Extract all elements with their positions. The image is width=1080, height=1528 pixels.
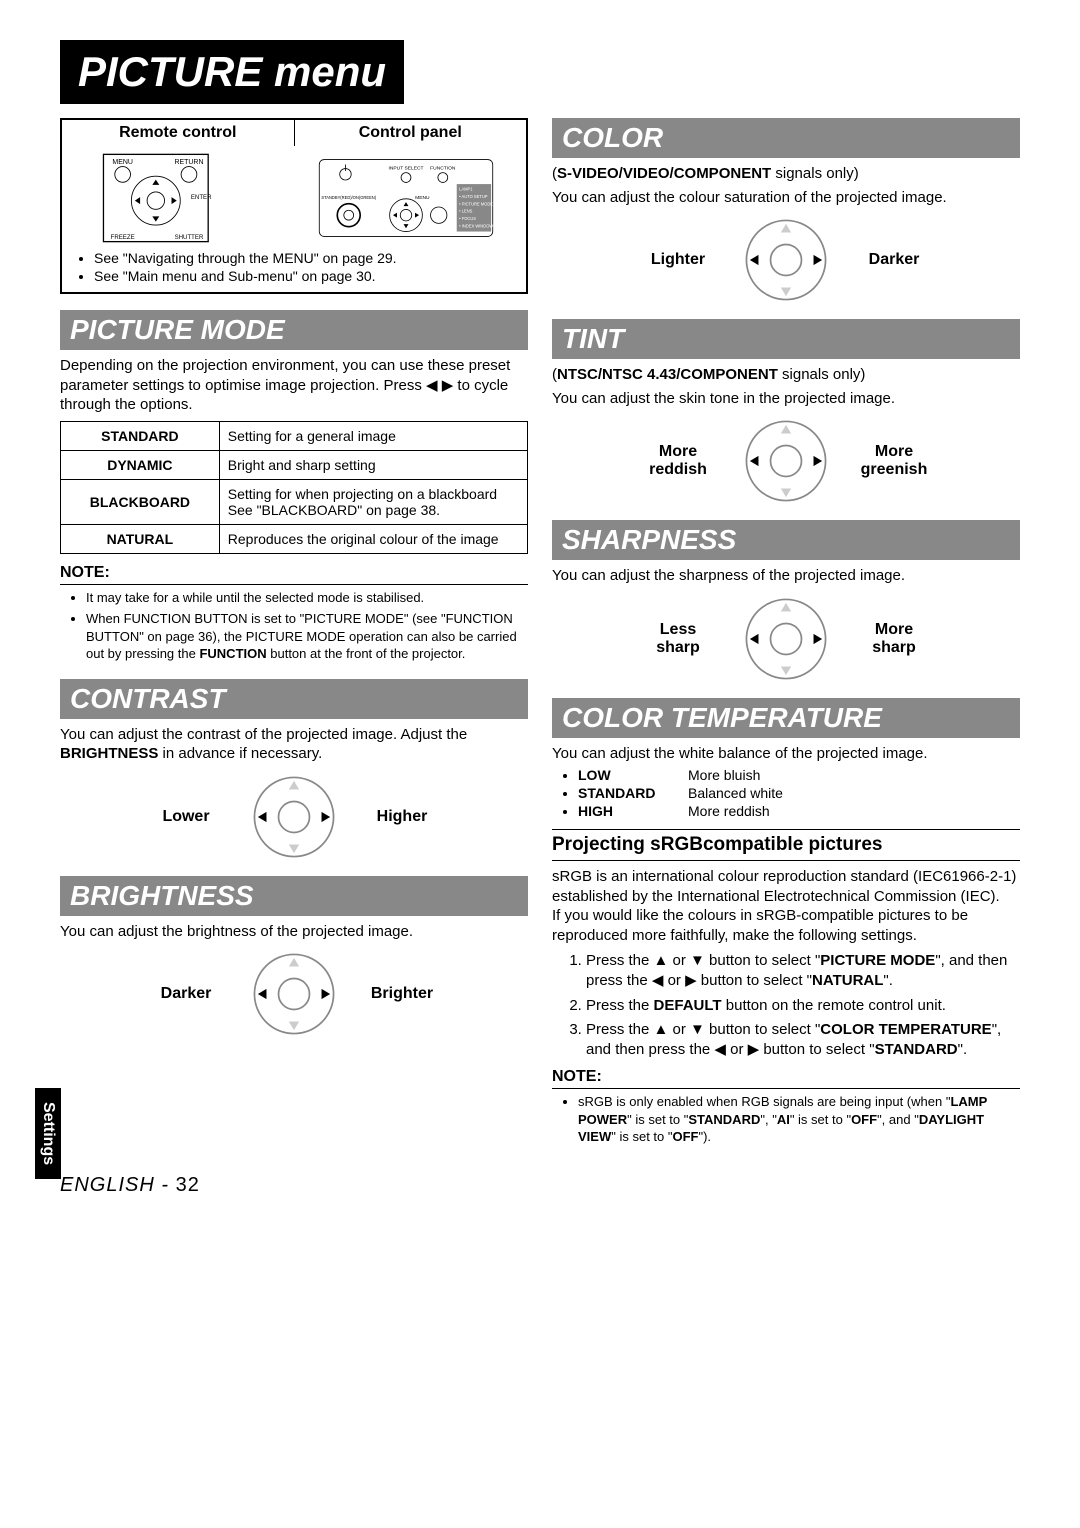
control-box: Remote control Control panel MENU RETURN… [60,118,528,294]
svg-text:• LENS: • LENS [459,209,472,214]
note-heading: NOTE: [552,1068,1020,1089]
control-panel-diagram: INPUT SELECT FUNCTION STANDBY(RED)/ON(GR… [294,150,518,246]
svg-text:STANDBY(RED)/ON(GREEN): STANDBY(RED)/ON(GREEN) [321,195,376,200]
contrast-right-label: Higher [347,808,457,826]
svg-text:MENU: MENU [415,195,430,201]
contrast-left-label: Lower [131,808,241,826]
srgb-heading: Projecting sRGBcompatible pictures [552,829,1020,861]
mode-key: NATURAL [61,524,220,553]
svg-text:MENU: MENU [112,159,133,166]
color-intro: You can adjust the colour saturation of … [552,188,1020,208]
footer-page: 32 [176,1174,200,1196]
step-item: Press the ▲ or ▼ button to select "PICTU… [586,951,1020,992]
mode-val: Setting for a general image [219,421,527,450]
mode-val: Setting for when projecting on a blackbo… [219,479,527,524]
section-color-temp: COLOR TEMPERATURE [552,698,1020,738]
svg-text:FREEZE: FREEZE [111,234,135,241]
svg-text:INPUT SELECT: INPUT SELECT [389,165,424,171]
footer-lang: ENGLISH [60,1174,155,1196]
dpad-icon [251,951,337,1037]
contrast-intro: You can adjust the contrast of the proje… [60,725,528,764]
tint-sig: (NTSC/NTSC 4.43/COMPONENT signals only) [552,365,1020,385]
tint-intro: You can adjust the skin tone in the proj… [552,389,1020,409]
page-footer: ENGLISH - 32 [60,1174,1020,1197]
brightness-left-label: Darker [131,985,241,1003]
right-column: COLOR (S-VIDEO/VIDEO/COMPONENT signals o… [552,118,1020,1150]
svg-text:ENTER: ENTER [191,194,212,201]
tint-dpad-row: Morereddish Moregreenish [552,418,1020,504]
opt-item: HIGHMore reddish [578,803,1020,819]
color-temp-notes: sRGB is only enabled when RGB signals ar… [552,1093,1020,1146]
dpad-icon [743,217,829,303]
section-contrast: CONTRAST [60,679,528,719]
color-sig: (S-VIDEO/VIDEO/COMPONENT signals only) [552,164,1020,184]
note-heading: NOTE: [60,564,528,585]
dpad-icon [251,774,337,860]
sharpness-right-label: Moresharp [839,621,949,657]
svg-text:LAMP1: LAMP1 [459,187,473,192]
opt-item: STANDARDBalanced white [578,785,1020,801]
remote-control-label: Remote control [62,120,295,146]
section-color: COLOR [552,118,1020,158]
srgb-steps: Press the ▲ or ▼ button to select "PICTU… [552,951,1020,1060]
mode-val: Reproduces the original colour of the im… [219,524,527,553]
section-brightness: BRIGHTNESS [60,876,528,916]
sidebar-tab-settings: Settings [35,1088,61,1179]
brightness-right-label: Brighter [347,985,457,1003]
sharpness-intro: You can adjust the sharpness of the proj… [552,566,1020,586]
srgb-intro: sRGB is an international colour reproduc… [552,867,1020,945]
sharpness-left-label: Lesssharp [623,621,733,657]
sharpness-dpad-row: Lesssharp Moresharp [552,596,1020,682]
color-right-label: Darker [839,251,949,269]
content-columns: Remote control Control panel MENU RETURN… [60,118,1020,1150]
brightness-dpad-row: Darker Brighter [60,951,528,1037]
color-left-label: Lighter [623,251,733,269]
svg-text:• AUTO SETUP: • AUTO SETUP [459,194,488,199]
color-temp-intro: You can adjust the white balance of the … [552,744,1020,764]
left-column: Remote control Control panel MENU RETURN… [60,118,528,1150]
step-item: Press the ▲ or ▼ button to select "COLOR… [586,1020,1020,1061]
svg-text:• INDEX WINDOW: • INDEX WINDOW [459,223,493,228]
page-title: PICTURE menu [60,40,404,104]
control-panel-label: Control panel [295,120,527,146]
brightness-intro: You can adjust the brightness of the pro… [60,922,528,942]
svg-text:• FOCUS: • FOCUS [459,216,476,221]
step-item: Press the DEFAULT button on the remote c… [586,996,1020,1016]
remote-control-diagram: MENU RETURN ENTER FREEZE SHUTTER [70,150,294,246]
dpad-icon [743,418,829,504]
section-tint: TINT [552,319,1020,359]
mode-key: BLACKBOARD [61,479,220,524]
note-item: It may take for a while until the select… [86,589,528,607]
opt-item: LOWMore bluish [578,767,1020,783]
tint-right-label: Moregreenish [839,443,949,479]
mode-val: Bright and sharp setting [219,450,527,479]
color-dpad-row: Lighter Darker [552,217,1020,303]
ref-1: See "Navigating through the MENU" on pag… [94,250,518,266]
contrast-dpad-row: Lower Higher [60,774,528,860]
picture-mode-table: STANDARDSetting for a general image DYNA… [60,421,528,554]
tint-left-label: Morereddish [623,443,733,479]
svg-text:SHUTTER: SHUTTER [175,234,204,241]
picture-mode-notes: It may take for a while until the select… [60,589,528,663]
mode-key: STANDARD [61,421,220,450]
svg-text:• PICTURE MODE: • PICTURE MODE [459,201,493,206]
ref-2: See "Main menu and Sub-menu" on page 30. [94,268,518,284]
note-item: sRGB is only enabled when RGB signals ar… [578,1093,1020,1146]
section-sharpness: SHARPNESS [552,520,1020,560]
section-picture-mode: PICTURE MODE [60,310,528,350]
mode-key: DYNAMIC [61,450,220,479]
picture-mode-intro: Depending on the projection environment,… [60,356,528,415]
dpad-icon [743,596,829,682]
svg-text:RETURN: RETURN [174,159,203,166]
svg-text:FUNCTION: FUNCTION [430,165,456,171]
note-item: When FUNCTION BUTTON is set to "PICTURE … [86,610,528,663]
control-refs: See "Navigating through the MENU" on pag… [62,250,526,292]
color-temp-options: LOWMore bluish STANDARDBalanced white HI… [552,767,1020,819]
